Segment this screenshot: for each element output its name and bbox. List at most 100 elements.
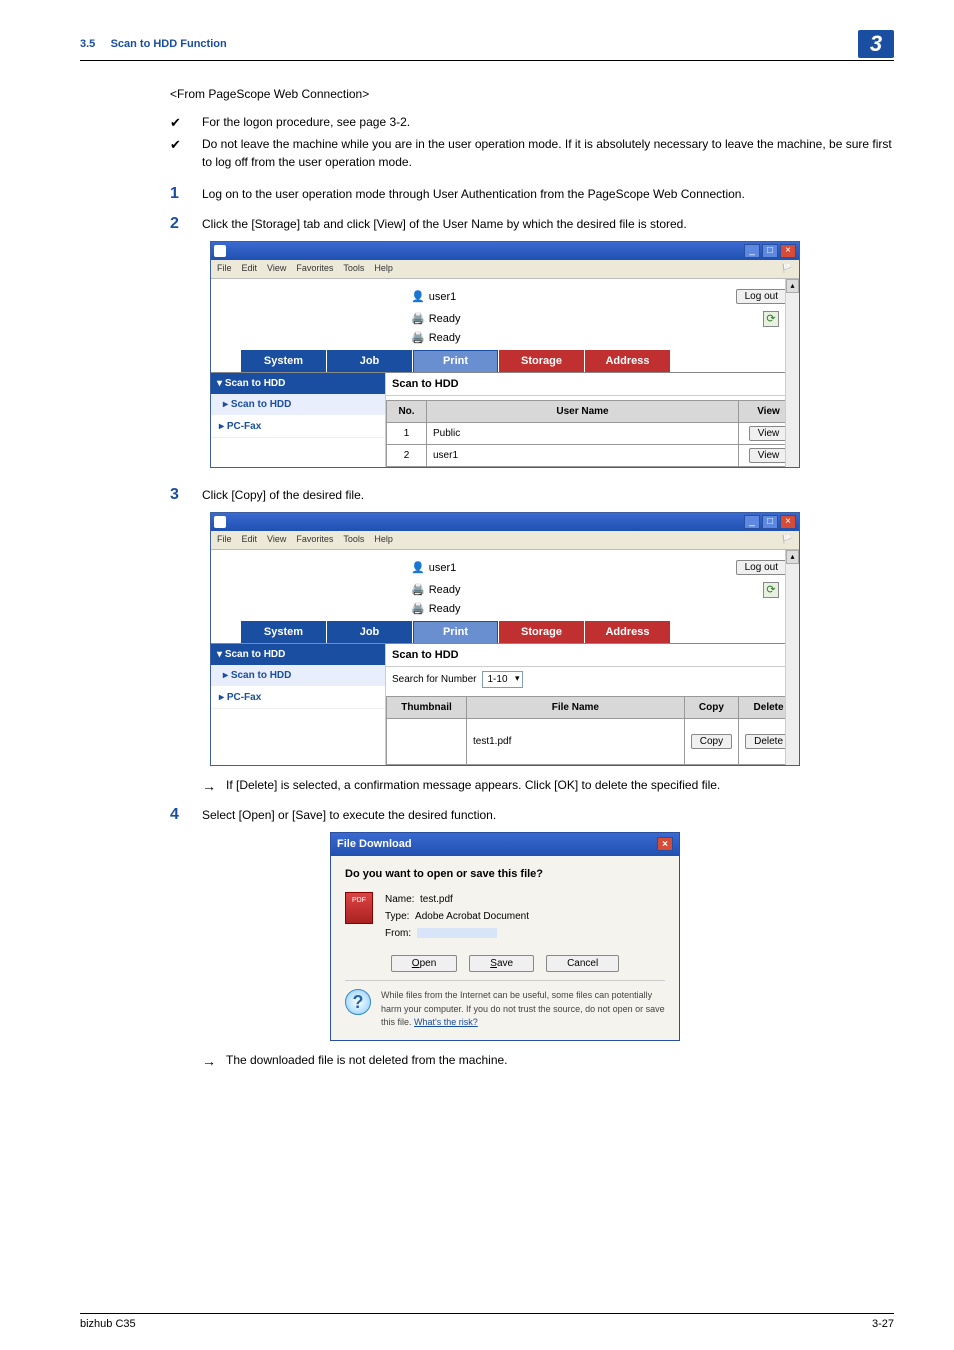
whats-the-risk-link[interactable]: What's the risk? bbox=[414, 1017, 478, 1027]
scroll-up-icon[interactable]: ▴ bbox=[786, 279, 799, 293]
file-from-label: From: bbox=[385, 928, 411, 939]
window-icon bbox=[214, 516, 226, 528]
menu-favorites[interactable]: Favorites bbox=[296, 533, 333, 547]
tab-storage[interactable]: Storage bbox=[499, 621, 584, 643]
step-text: Log on to the user operation mode throug… bbox=[202, 187, 745, 201]
tab-storage[interactable]: Storage bbox=[499, 350, 584, 372]
search-range-select[interactable]: 1-10 bbox=[482, 671, 522, 688]
window-icon bbox=[214, 245, 226, 257]
table-row: 2 user1 View bbox=[387, 445, 799, 467]
tab-print[interactable]: Print bbox=[413, 350, 498, 372]
file-from-value bbox=[417, 928, 497, 938]
menu-favorites[interactable]: Favorites bbox=[296, 262, 333, 276]
menu-edit[interactable]: Edit bbox=[242, 533, 258, 547]
printer-icon: 🖨️ bbox=[411, 311, 425, 328]
user-table: No. User Name View 1 Public View 2 bbox=[386, 400, 799, 467]
user-name: user1 bbox=[429, 560, 457, 577]
tab-system[interactable]: System bbox=[241, 350, 326, 372]
refresh-icon[interactable]: ⟳ bbox=[763, 582, 779, 598]
step-text: Click [Copy] of the desired file. bbox=[202, 488, 364, 502]
cancel-button[interactable]: Cancel bbox=[546, 955, 619, 972]
file-name-value: test.pdf bbox=[420, 894, 453, 905]
minimize-button[interactable]: _ bbox=[744, 244, 760, 258]
step-note: If [Delete] is selected, a confirmation … bbox=[170, 776, 894, 794]
col-thumb: Thumbnail bbox=[387, 697, 467, 719]
menu-tools[interactable]: Tools bbox=[343, 533, 364, 547]
sidebar-item-pcfax[interactable]: ▸ PC-Fax bbox=[211, 416, 385, 438]
menu-view[interactable]: View bbox=[267, 262, 286, 276]
ready-status: Ready bbox=[429, 582, 461, 599]
scrollbar[interactable]: ▴ bbox=[785, 550, 799, 766]
logout-button[interactable]: Log out bbox=[736, 560, 787, 575]
sidebar-item-scan[interactable]: ▸ Scan to HDD bbox=[211, 665, 385, 687]
tab-job[interactable]: Job bbox=[327, 350, 412, 372]
file-name-label: Name: bbox=[385, 894, 414, 905]
menu-help[interactable]: Help bbox=[374, 262, 393, 276]
menu-edit[interactable]: Edit bbox=[242, 262, 258, 276]
ie-flag-icon: 🏳️ bbox=[782, 533, 793, 547]
ie-flag-icon: 🏳️ bbox=[782, 262, 793, 276]
section-number: 3.5 bbox=[80, 38, 95, 50]
copy-button[interactable]: Copy bbox=[691, 734, 732, 749]
sidebar-item-pcfax[interactable]: ▸ PC-Fax bbox=[211, 687, 385, 709]
tab-job[interactable]: Job bbox=[327, 621, 412, 643]
step-number: 2 bbox=[170, 212, 179, 236]
close-button[interactable]: × bbox=[780, 515, 796, 529]
menu-tools[interactable]: Tools bbox=[343, 262, 364, 276]
tab-address[interactable]: Address bbox=[585, 621, 670, 643]
col-copy: Copy bbox=[684, 697, 738, 719]
browser-window-2: _ □ × File Edit View Favorites Tools Hel… bbox=[210, 512, 800, 766]
pdf-icon: PDF bbox=[345, 892, 373, 924]
section-title: Scan to HDD Function bbox=[111, 38, 227, 50]
table-row: 1 Public View bbox=[387, 423, 799, 445]
menu-help[interactable]: Help bbox=[374, 533, 393, 547]
prereq-list: For the logon procedure, see page 3-2. D… bbox=[170, 113, 894, 171]
user-icon: 👤 bbox=[411, 560, 425, 577]
ready-status: Ready bbox=[429, 311, 461, 328]
user-name: user1 bbox=[429, 289, 457, 306]
dialog-question: Do you want to open or save this file? bbox=[345, 866, 665, 883]
menu-file[interactable]: File bbox=[217, 533, 232, 547]
file-download-dialog: File Download × Do you want to open or s… bbox=[330, 832, 680, 1041]
save-button[interactable]: Save bbox=[469, 955, 534, 972]
scroll-up-icon[interactable]: ▴ bbox=[786, 550, 799, 564]
file-type-value: Adobe Acrobat Document bbox=[415, 911, 529, 922]
sidebar-item-scan[interactable]: ▸ Scan to HDD bbox=[211, 394, 385, 416]
maximize-button[interactable]: □ bbox=[762, 244, 778, 258]
step-number: 4 bbox=[170, 803, 179, 827]
step-text: Select [Open] or [Save] to execute the d… bbox=[202, 808, 496, 822]
scrollbar[interactable]: ▴ bbox=[785, 279, 799, 468]
step-text: Click the [Storage] tab and click [View]… bbox=[202, 217, 687, 231]
footer-product: bizhub C35 bbox=[80, 1318, 136, 1330]
maximize-button[interactable]: □ bbox=[762, 515, 778, 529]
printer-icon: 🖨️ bbox=[411, 601, 425, 618]
view-button[interactable]: View bbox=[749, 426, 789, 441]
menu-file[interactable]: File bbox=[217, 262, 232, 276]
view-button[interactable]: View bbox=[749, 448, 789, 463]
tab-address[interactable]: Address bbox=[585, 350, 670, 372]
open-button[interactable]: Open bbox=[391, 955, 457, 972]
logout-button[interactable]: Log out bbox=[736, 289, 787, 304]
tab-system[interactable]: System bbox=[241, 621, 326, 643]
menu-view[interactable]: View bbox=[267, 533, 286, 547]
minimize-button[interactable]: _ bbox=[744, 515, 760, 529]
step-number: 3 bbox=[170, 483, 179, 507]
col-fname: File Name bbox=[467, 697, 685, 719]
step-note: The downloaded file is not deleted from … bbox=[170, 1051, 894, 1069]
file-table: Thumbnail File Name Copy Delete test1.pd… bbox=[386, 696, 799, 765]
close-button[interactable]: × bbox=[780, 244, 796, 258]
info-icon: ? bbox=[345, 989, 371, 1015]
footer-page: 3-27 bbox=[872, 1318, 894, 1330]
lead-text: <From PageScope Web Connection> bbox=[170, 85, 894, 103]
user-icon: 👤 bbox=[411, 289, 425, 306]
tab-print[interactable]: Print bbox=[413, 621, 498, 643]
panel-heading: Scan to HDD bbox=[386, 644, 799, 668]
refresh-icon[interactable]: ⟳ bbox=[763, 311, 779, 327]
warning-text: While files from the Internet can be use… bbox=[381, 989, 665, 1030]
chapter-badge: 3 bbox=[858, 30, 894, 58]
col-user: User Name bbox=[427, 401, 739, 423]
dialog-close-button[interactable]: × bbox=[657, 837, 673, 851]
printer-icon: 🖨️ bbox=[411, 330, 425, 347]
thumbnail-cell bbox=[387, 719, 467, 765]
search-label: Search for Number bbox=[392, 672, 476, 687]
